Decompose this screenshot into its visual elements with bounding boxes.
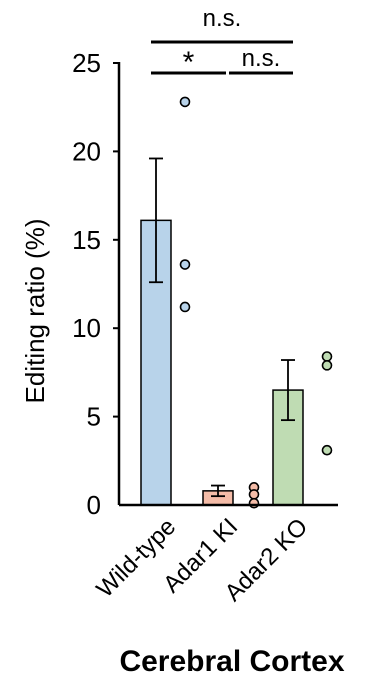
significance-bracket: n.s. [229, 45, 293, 75]
data-point [179, 301, 191, 313]
y-tick-label: 0 [87, 490, 101, 520]
error-bar-wild-type [149, 157, 163, 284]
data-point [179, 96, 191, 108]
y-tick-label: 20 [72, 136, 101, 166]
significance-label: * [183, 46, 195, 79]
bars-layer [140, 219, 304, 506]
error-bar-adar1-ki [211, 484, 225, 498]
significance-brackets: * n.s.n.s. [151, 5, 293, 79]
y-tick-label: 15 [72, 225, 101, 255]
significance-bracket: * [151, 46, 226, 79]
significance-label: n.s. [242, 45, 281, 72]
data-point [179, 259, 191, 270]
chart-title: Cerebral Cortex [119, 645, 344, 678]
data-point [321, 351, 333, 362]
y-tick-label: 25 [72, 48, 101, 78]
error-bars-layer [149, 157, 295, 498]
error-bar-adar2-ko [281, 359, 295, 422]
data-point [248, 489, 260, 500]
data-points-layer [179, 96, 333, 509]
significance-label: n.s. [203, 5, 242, 32]
y-tick-label: 5 [87, 402, 101, 432]
y-tick-label: 10 [72, 313, 101, 343]
data-point [321, 444, 333, 456]
significance-bracket: n.s. [151, 5, 293, 44]
y-tick-labels: 0 5 10 15 20 25 [72, 48, 101, 520]
axes-layer [113, 62, 338, 507]
y-axis-label: Editing ratio (%) [20, 219, 50, 404]
data-point [321, 360, 333, 371]
data-point [248, 497, 260, 509]
